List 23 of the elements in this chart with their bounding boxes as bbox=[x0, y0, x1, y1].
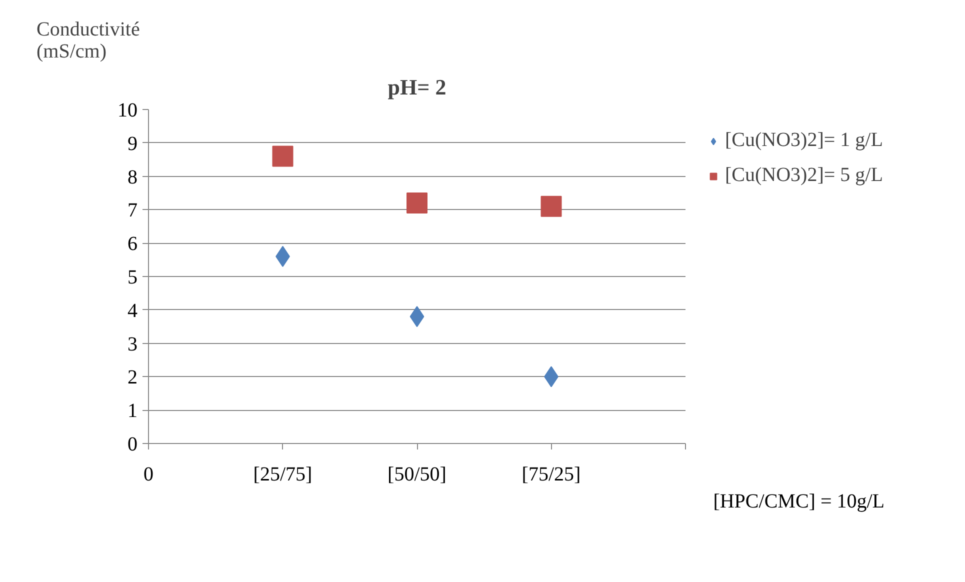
x-tick-label: [25/75] bbox=[253, 464, 312, 486]
y-tick-label: 7 bbox=[128, 200, 138, 222]
y-tick-label: 5 bbox=[128, 266, 138, 288]
y-tick-label: 9 bbox=[128, 132, 138, 155]
y-tick-label: 10 bbox=[118, 100, 138, 122]
x-tick-label: [75/25] bbox=[522, 464, 581, 486]
legend-label: [Cu(NO3)2]= 5 g/L bbox=[725, 164, 883, 187]
point bbox=[540, 196, 562, 217]
y-tick-label: 0 bbox=[128, 434, 138, 456]
y-tick-label: 3 bbox=[128, 333, 138, 356]
point bbox=[406, 192, 428, 214]
y-tick-label: 2 bbox=[128, 366, 138, 389]
legend-label: [Cu(NO3)2]= 1 g/L bbox=[725, 129, 883, 152]
point bbox=[272, 146, 294, 167]
chart-title: pH= 2 bbox=[388, 74, 446, 100]
x-tick-label: [50/50] bbox=[388, 464, 446, 486]
y-tick-label: 4 bbox=[128, 300, 138, 322]
x-tick-label: 0 bbox=[144, 464, 154, 486]
y-tick-label: 6 bbox=[128, 233, 138, 256]
y-axis-title: Conductivité (mS/cm) bbox=[36, 18, 140, 62]
y-tick-label: 8 bbox=[128, 166, 138, 188]
y-tick-label: 1 bbox=[128, 400, 138, 422]
text: [HPC/CMC] = 10g/L bbox=[713, 490, 885, 512]
